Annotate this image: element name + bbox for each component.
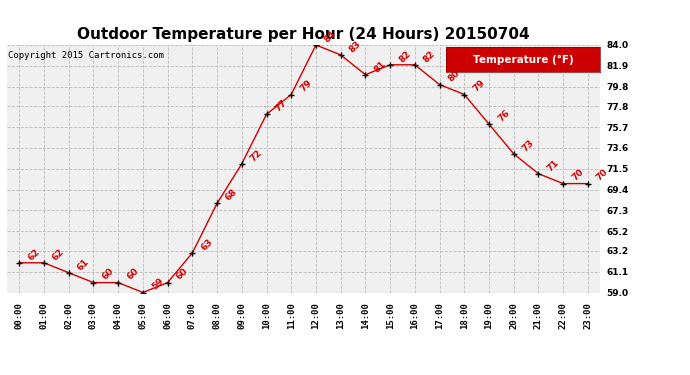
Text: 79: 79 bbox=[298, 78, 313, 94]
Text: 60: 60 bbox=[175, 267, 190, 282]
Text: Copyright 2015 Cartronics.com: Copyright 2015 Cartronics.com bbox=[8, 51, 164, 60]
Text: 79: 79 bbox=[471, 78, 486, 94]
Text: 70: 70 bbox=[595, 168, 610, 183]
Text: 62: 62 bbox=[51, 247, 66, 262]
Text: 62: 62 bbox=[26, 247, 41, 262]
Text: 59: 59 bbox=[150, 276, 165, 292]
Text: 71: 71 bbox=[545, 158, 561, 173]
Text: 70: 70 bbox=[570, 168, 585, 183]
Text: 81: 81 bbox=[373, 59, 388, 74]
Text: 82: 82 bbox=[397, 49, 413, 64]
Text: 63: 63 bbox=[199, 237, 215, 252]
Text: 60: 60 bbox=[125, 267, 140, 282]
Text: 68: 68 bbox=[224, 188, 239, 202]
Text: 82: 82 bbox=[422, 49, 437, 64]
Text: 77: 77 bbox=[273, 98, 289, 114]
Text: 80: 80 bbox=[446, 69, 462, 84]
Text: 76: 76 bbox=[496, 108, 511, 123]
Text: 72: 72 bbox=[248, 148, 264, 163]
Text: 83: 83 bbox=[348, 39, 363, 54]
Text: 84: 84 bbox=[323, 29, 338, 44]
Title: Outdoor Temperature per Hour (24 Hours) 20150704: Outdoor Temperature per Hour (24 Hours) … bbox=[77, 27, 530, 42]
Text: 61: 61 bbox=[76, 257, 91, 272]
Text: 73: 73 bbox=[521, 138, 536, 153]
Text: 60: 60 bbox=[100, 267, 115, 282]
